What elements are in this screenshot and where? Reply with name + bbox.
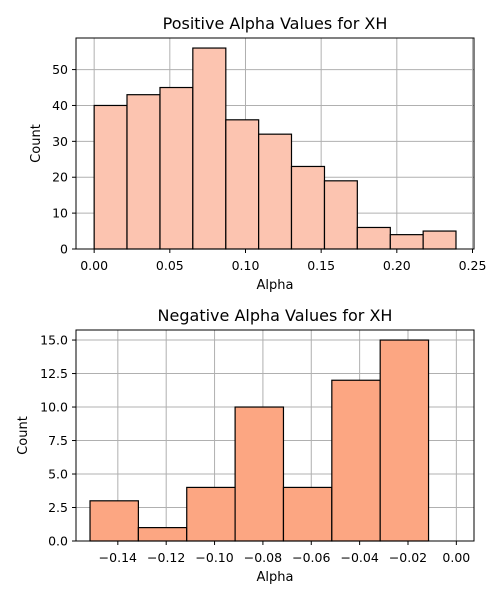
bars	[89, 339, 430, 542]
y-tick-label: 40	[52, 98, 68, 113]
histogram-bar	[331, 379, 381, 542]
histogram-bar	[234, 406, 285, 542]
histogram-bar	[258, 133, 293, 250]
y-tick-label: 30	[52, 134, 68, 149]
x-tick-label: 0.00	[80, 258, 108, 273]
x-tick-label: 0.05	[156, 258, 184, 273]
x-tick-label: 0.25	[459, 258, 487, 273]
histogram-bar	[290, 165, 326, 250]
x-tick-label: −0.06	[292, 550, 330, 565]
y-tick-label: 10.0	[40, 400, 68, 415]
y-tick-label: 0.0	[48, 534, 68, 549]
y-tick-label: 10	[52, 206, 68, 221]
histogram-bar	[379, 339, 430, 542]
histogram-bar	[282, 486, 333, 542]
y-tick-label: 20	[52, 170, 68, 185]
histogram-bar	[186, 486, 236, 542]
histogram-bar	[389, 234, 424, 250]
x-tick-label: −0.04	[340, 550, 378, 565]
x-tick-label: −0.12	[147, 550, 185, 565]
x-tick-label: −0.10	[195, 550, 233, 565]
y-tick-label: 50	[52, 62, 68, 77]
histogram-bar	[137, 527, 188, 542]
x-tick-label: 0.15	[307, 258, 335, 273]
histogram-bar	[323, 180, 358, 250]
y-tick-label: 5.0	[48, 467, 68, 482]
y-tick-label: 7.5	[48, 433, 68, 448]
histogram-bar	[126, 94, 161, 250]
bars	[93, 47, 457, 250]
histogram-bar	[159, 86, 194, 250]
x-axis-label: Alpha	[257, 570, 294, 585]
histogram-bar	[93, 104, 128, 250]
y-tick-label: 12.5	[40, 366, 68, 381]
y-tick-label: 2.5	[48, 500, 68, 515]
y-tick-label: 0	[60, 242, 68, 257]
plot-frame	[75, 329, 475, 542]
x-axis-label: Alpha	[257, 278, 294, 293]
x-tick-label: 0.20	[383, 258, 411, 273]
chart-title: Positive Alpha Values for XH	[163, 14, 388, 33]
x-tick-label: −0.14	[99, 550, 137, 565]
y-axis-label: Count	[16, 416, 31, 455]
x-tick-label: 0.00	[442, 550, 470, 565]
histogram-bar	[89, 500, 139, 542]
histogram-bar	[356, 226, 391, 250]
y-axis-label: Count	[29, 124, 44, 163]
histogram-bar	[422, 230, 457, 250]
chart-title: Negative Alpha Values for XH	[158, 306, 393, 325]
y-tick-label: 15.0	[40, 333, 68, 348]
positive-alpha-histogram: 0.00 0.05 0.10 0.15 0.20 0.25 0 10 20 30 40 50 Posit…	[29, 14, 486, 293]
x-tick-label: −0.08	[244, 550, 282, 565]
x-tick-label: 0.10	[232, 258, 260, 273]
negative-alpha-histogram: −0.14 −0.12 −0.10 −0.08 −0.06 −0.04 −0.02 0.00 0…	[16, 306, 475, 585]
x-tick-label: −0.02	[389, 550, 427, 565]
histogram-bar	[192, 47, 227, 250]
histogram-bar	[225, 119, 260, 250]
plot-frame	[75, 37, 475, 250]
